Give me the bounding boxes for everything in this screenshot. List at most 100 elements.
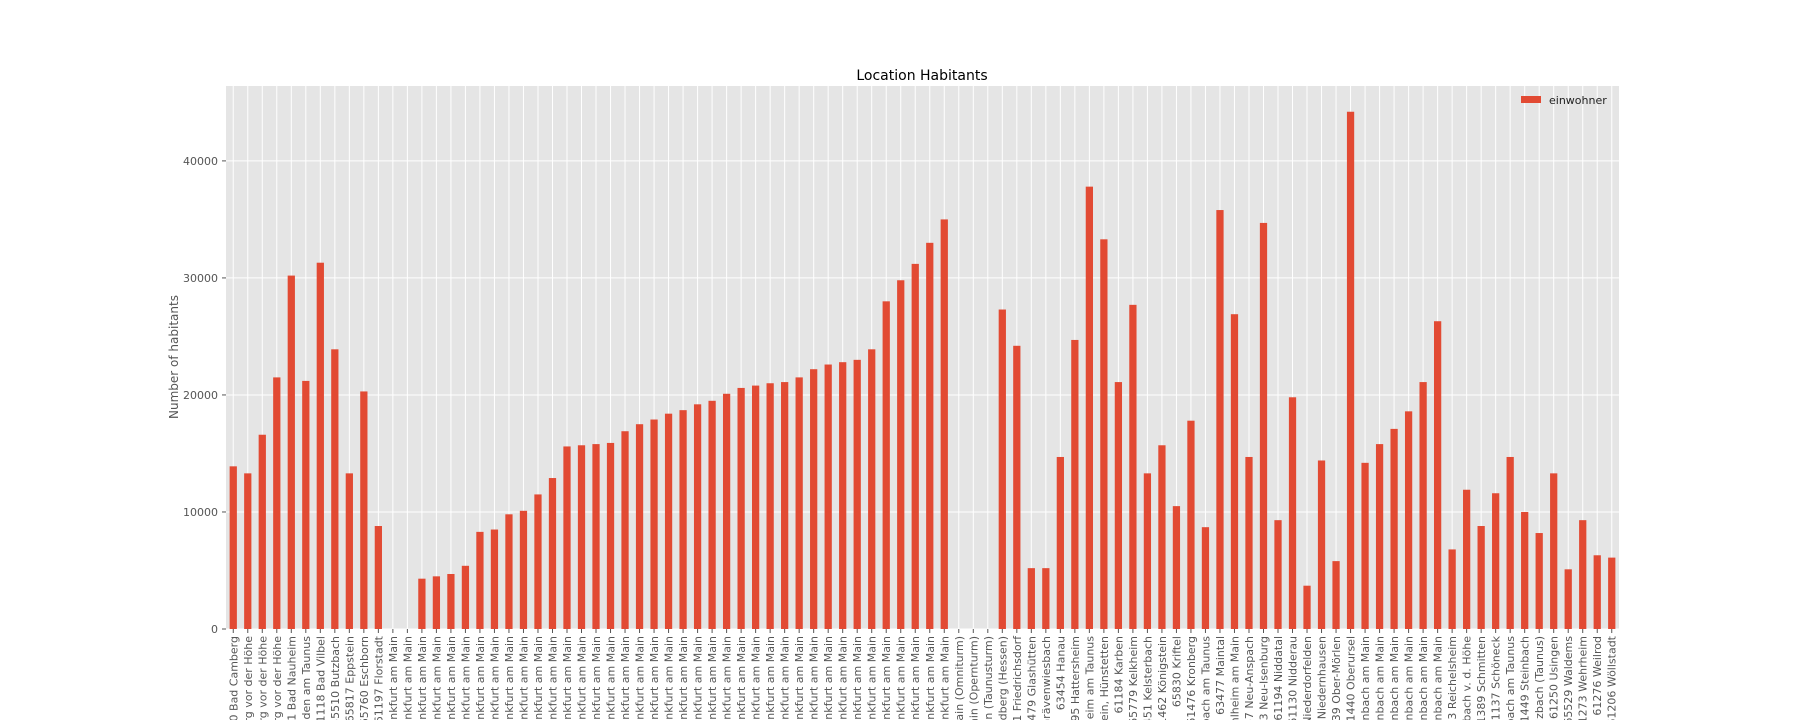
x-tick-label: ankfurt am Main: [851, 636, 864, 720]
bar: [273, 377, 281, 629]
x-tick-label: urg vor der Höhe: [256, 636, 269, 720]
x-tick-label: fenbach am Main: [1388, 636, 1401, 720]
x-tick-label: sbach v. d. Höhe: [1461, 636, 1474, 720]
bar: [1477, 526, 1485, 629]
x-tick-label: Niederdorfelden: [1301, 636, 1314, 720]
x-tick-label: 03 Reichelsheim: [1446, 636, 1459, 720]
bar: [1448, 549, 1456, 629]
bar: [795, 377, 803, 629]
x-tick-label: 65779 Kelkheim: [1127, 636, 1140, 720]
bar: [534, 494, 542, 629]
bar: [1433, 321, 1442, 629]
bar: [432, 576, 441, 629]
x-tick-label: 239 Ober-Mörlen: [1330, 636, 1343, 720]
x-tick-label: ankfurt am Main: [474, 636, 487, 720]
x-tick-label: ankfurt am Main: [576, 636, 589, 720]
bar: [911, 263, 919, 629]
bar: [577, 445, 586, 629]
x-tick-label: ankfurt am Main: [517, 636, 530, 720]
bar: [940, 219, 948, 629]
bar: [548, 478, 557, 629]
bar: [1201, 527, 1210, 629]
bar: [1375, 444, 1384, 629]
bar: [1085, 186, 1093, 629]
bar: [1100, 239, 1108, 629]
x-tick-label: ankfurt am Main: [808, 636, 821, 720]
x-tick-label: ankfurt am Main: [459, 636, 472, 720]
x-tick-label: 63454 Hanau: [1054, 636, 1067, 710]
x-tick-label: 61273 Wehrheim: [1577, 636, 1590, 720]
x-tick-label: 61118 Bad Vilbel: [314, 636, 327, 720]
bar: [1143, 473, 1152, 629]
bar: [1259, 222, 1268, 629]
bar: [1056, 456, 1064, 629]
bar: [1071, 339, 1079, 629]
x-tick-label: fenbach am Main: [1432, 636, 1445, 720]
x-tick-label: 61194 Niddatal: [1272, 636, 1285, 720]
bar: [882, 301, 890, 629]
y-tick-label: 30000: [183, 272, 218, 285]
y-axis-label: Number of habitants: [167, 295, 181, 419]
x-tick-label: 67 Neu-Anspach: [1243, 636, 1256, 720]
x-tick-label: ankfurt am Main: [706, 636, 719, 720]
bar: [1390, 428, 1398, 629]
x-tick-label: 451 Kelsterbach: [1141, 636, 1154, 720]
x-tick-label: 1479 Glashütten: [1025, 636, 1038, 720]
bar: [810, 369, 818, 629]
bar: [1608, 557, 1616, 629]
x-tick-label: 1389 Schmitten: [1475, 636, 1488, 720]
x-tick-label: fenbach am Main: [1417, 636, 1430, 720]
x-tick-label: ankfurt am Main: [430, 636, 443, 720]
bar: [1506, 456, 1514, 629]
x-tick-label: 61476 Kronberg: [1185, 636, 1198, 720]
bar: [635, 424, 644, 629]
bar: [1579, 520, 1587, 629]
x-tick-label: ankfurt am Main: [677, 636, 690, 720]
x-tick-label: den am Taunus: [300, 636, 313, 720]
x-tick-label: 61440 Oberursel: [1345, 636, 1358, 720]
x-tick-label: ain (Opernturm): [967, 636, 980, 720]
bar: [461, 565, 470, 629]
x-tick-label: ankfurt am Main: [401, 636, 414, 720]
bar: [1027, 568, 1035, 629]
bar: [1187, 420, 1195, 629]
x-tick-label: Main (Omniturm): [953, 636, 966, 720]
x-tick-label: 31 Bad Nauheim: [285, 636, 298, 720]
x-tick-label: ankfurt am Main: [837, 636, 850, 720]
bar: [1419, 382, 1427, 629]
bar: [302, 380, 310, 629]
bar: [374, 526, 382, 629]
bar: [418, 578, 426, 629]
bar: [781, 382, 789, 629]
bar: [737, 387, 745, 629]
x-tick-label: 61206 Wöllstadt: [1606, 635, 1619, 720]
bar: [447, 573, 455, 629]
bar: [1230, 314, 1239, 629]
x-tick-label: 63 Neu-Isenburg: [1257, 636, 1270, 720]
x-tick-label: ankfurt am Main: [735, 636, 748, 720]
x-tick-label: 61184 Karben: [1112, 636, 1125, 714]
x-tick-label: fenbach am Main: [1359, 636, 1372, 720]
bar: [1245, 456, 1253, 629]
y-tick-label: 0: [211, 623, 218, 636]
bar: [766, 383, 774, 629]
x-tick-label: ankfurt am Main: [793, 636, 806, 720]
x-tick-label: ankfurt am Main: [692, 636, 705, 720]
bar: [244, 473, 252, 629]
x-tick-label: ankfurt am Main: [619, 636, 632, 720]
x-tick-label: ankfurt am Main: [416, 636, 429, 720]
x-tick-label: 31 Friedrichsdorf: [1011, 635, 1024, 720]
x-tick-label: ankfurt am Main: [895, 636, 908, 720]
x-tick-label: ankfurt am Main: [779, 636, 792, 720]
bar: [650, 419, 658, 629]
bar: [360, 391, 368, 629]
bar: [679, 410, 687, 629]
x-tick-label: ankfurt am Main: [880, 636, 893, 720]
x-tick-label: ain (Taunusturm): [982, 636, 995, 720]
bar: [998, 309, 1006, 629]
x-tick-label: urg vor der Höhe: [271, 636, 284, 720]
bar: [853, 359, 861, 629]
x-tick-label: 795 Hattersheim: [1069, 636, 1082, 720]
x-tick-label: 35510 Butzbach: [329, 636, 342, 720]
